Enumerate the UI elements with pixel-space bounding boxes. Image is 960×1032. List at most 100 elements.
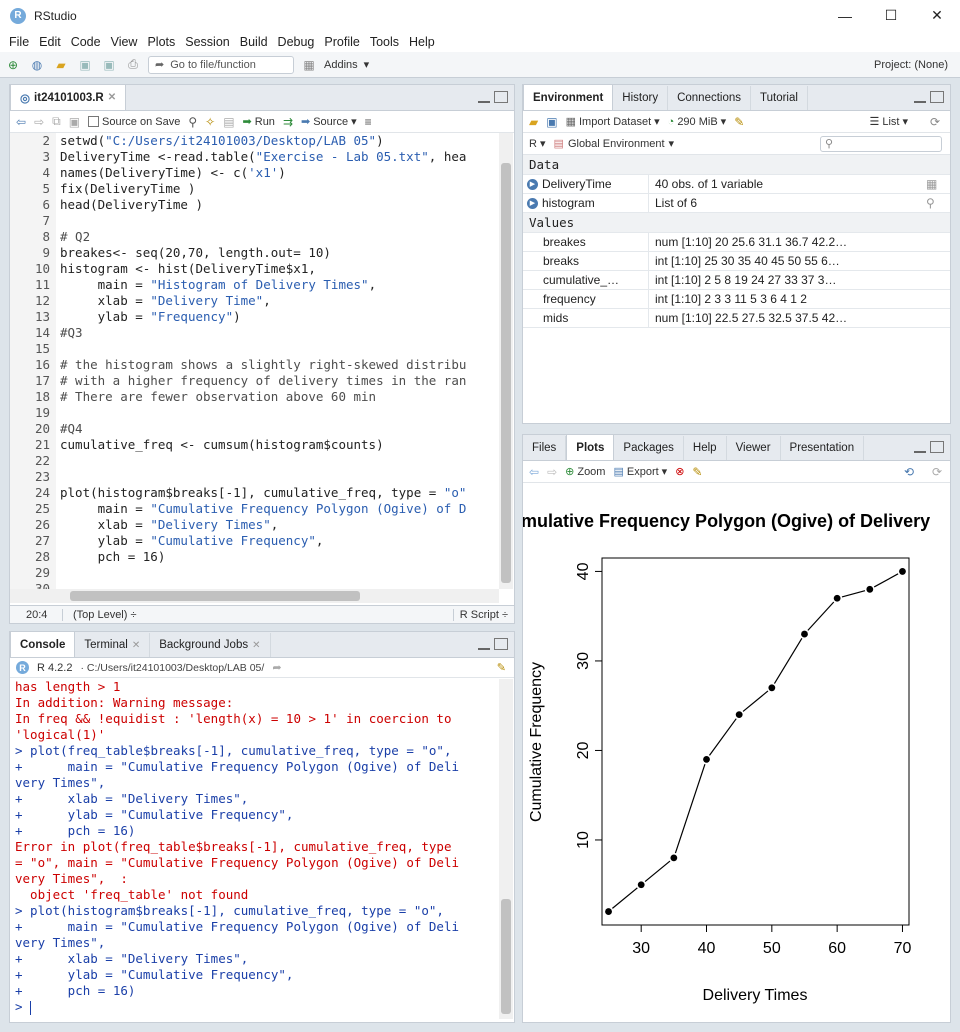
tab-terminal[interactable]: Terminal ✕ xyxy=(75,633,151,657)
goto-directory-icon[interactable]: ➦ xyxy=(272,662,282,674)
tab-packages[interactable]: Packages xyxy=(614,436,684,460)
minimize-env-icon[interactable] xyxy=(914,98,926,103)
expand-arrow-icon[interactable]: ▶ xyxy=(527,178,538,190)
refresh-icon[interactable]: ⟳ xyxy=(929,114,940,129)
maximize-button[interactable]: ☐ xyxy=(884,7,898,23)
minimize-console-icon[interactable] xyxy=(478,645,490,650)
rerun-icon[interactable]: ⇉ xyxy=(282,114,293,129)
maximize-console-icon[interactable] xyxy=(494,638,508,650)
env-value-row[interactable]: breakes num [1:10] 20 25.6 31.1 36.7 42.2… xyxy=(523,232,950,252)
tab-tutorial[interactable]: Tutorial xyxy=(751,86,808,110)
magnify-icon[interactable]: ⚲ xyxy=(926,196,935,210)
source-button[interactable]: ➡ Source ▾ xyxy=(301,115,357,129)
search-icon[interactable]: ⚲ xyxy=(188,114,198,129)
table-view-icon[interactable]: ▦ xyxy=(926,177,938,191)
refresh-plot-icon[interactable]: ⟳ xyxy=(931,464,942,479)
minimize-plots-icon[interactable] xyxy=(914,448,926,453)
maximize-pane-icon[interactable] xyxy=(494,91,508,103)
editor-scroll-thumb[interactable] xyxy=(501,163,511,583)
menu-item-debug[interactable]: Debug xyxy=(277,34,315,49)
publish-icon[interactable]: ⟲ xyxy=(903,464,914,479)
clear-console-icon[interactable]: ✎ xyxy=(496,662,506,674)
menu-item-build[interactable]: Build xyxy=(239,34,268,49)
goto-file-input[interactable]: ➦ Go to file/function xyxy=(148,55,294,74)
tab-environment[interactable]: Environment xyxy=(523,84,614,110)
env-value-row[interactable]: cumulative_… int [1:10] 2 5 8 19 24 27 33… xyxy=(523,270,950,290)
close-terminal-icon[interactable]: ✕ xyxy=(131,639,141,651)
minimize-pane-icon[interactable] xyxy=(478,98,490,103)
show-in-window-icon[interactable]: ⧉ xyxy=(52,114,61,128)
next-plot-icon[interactable]: ⇨ xyxy=(547,464,558,479)
load-workspace-icon[interactable]: ▰ xyxy=(529,114,539,129)
console-scroll-thumb[interactable] xyxy=(501,899,511,1014)
new-file-icon[interactable]: ⊕ xyxy=(7,57,19,72)
import-dataset-button[interactable]: ▦ Import Dataset ▾ xyxy=(566,115,660,129)
source-on-save-checkbox[interactable]: Source on Save xyxy=(88,116,180,128)
tab-connections[interactable]: Connections xyxy=(668,86,752,110)
tab-help[interactable]: Help xyxy=(684,436,727,460)
env-data-row[interactable]: ▶ DeliveryTime 40 obs. of 1 variable ▦ xyxy=(523,174,950,194)
menu-item-profile[interactable]: Profile xyxy=(324,34,360,49)
env-value-row[interactable]: breaks int [1:10] 25 30 35 40 45 50 55 6… xyxy=(523,251,950,271)
back-arrow-icon[interactable]: ⇦ xyxy=(16,114,27,129)
env-value-row[interactable]: mids num [1:10] 22.5 27.5 32.5 37.5 42… xyxy=(523,308,950,328)
save-icon[interactable]: ▣ xyxy=(79,57,91,72)
env-data-row[interactable]: ▶ histogram List of 6 ⚲ xyxy=(523,193,950,213)
maximize-plots-icon[interactable] xyxy=(930,441,944,453)
save-all-icon[interactable]: ▣ xyxy=(103,57,115,72)
editor-vertical-scrollbar[interactable] xyxy=(499,133,513,589)
menu-item-tools[interactable]: Tools xyxy=(369,34,400,49)
addins-menu[interactable]: Addins xyxy=(324,58,358,71)
tab-plots[interactable]: Plots xyxy=(566,434,615,460)
tab-script[interactable]: ◎ it24101003.R ✕ xyxy=(10,84,127,110)
menu-item-help[interactable]: Help xyxy=(409,34,435,49)
export-button[interactable]: ▤ Export ▾ xyxy=(613,465,667,479)
env-search-input[interactable]: ⚲ xyxy=(820,135,942,152)
minimize-button[interactable]: — xyxy=(838,7,852,24)
tab-presentation[interactable]: Presentation xyxy=(781,436,865,460)
previous-plot-icon[interactable]: ⇦ xyxy=(529,464,540,479)
view-mode-select[interactable]: ☰ List ▾ xyxy=(869,115,908,129)
magic-wand-icon[interactable]: ✧ xyxy=(205,114,216,129)
compile-report-icon[interactable]: ▤ xyxy=(223,114,235,129)
zoom-button[interactable]: ⊕ Zoom xyxy=(565,465,605,479)
editor-horizontal-scrollbar[interactable] xyxy=(10,589,499,603)
maximize-env-icon[interactable] xyxy=(930,91,944,103)
memory-usage[interactable]: ◔ 290 MiB ▾ xyxy=(668,115,727,129)
save-workspace-icon[interactable]: ▣ xyxy=(546,114,558,129)
tab-console[interactable]: Console xyxy=(10,631,76,657)
console-output[interactable]: has length > 1 In addition: Warning messa… xyxy=(15,679,495,1019)
clear-plots-icon[interactable]: ✎ xyxy=(692,464,703,479)
menu-item-file[interactable]: File xyxy=(9,34,30,49)
working-directory[interactable]: · C:/Users/it24101003/Desktop/LAB 05/ xyxy=(80,661,265,674)
menu-item-view[interactable]: View xyxy=(110,34,138,49)
save-file-icon[interactable]: ▣ xyxy=(68,114,81,129)
tab-background-jobs[interactable]: Background Jobs ✕ xyxy=(150,633,271,657)
run-button[interactable]: ➡ Run xyxy=(243,115,275,129)
env-value-row[interactable]: frequency int [1:10] 2 3 3 11 5 3 6 4 1 2 xyxy=(523,289,950,309)
tab-viewer[interactable]: Viewer xyxy=(727,436,781,460)
menu-item-session[interactable]: Session xyxy=(185,34,230,49)
remove-plot-icon[interactable]: ⊗ xyxy=(675,466,685,478)
code-editor[interactable]: 2 setwd("C:/Users/it24101003/Desktop/LAB … xyxy=(10,133,498,589)
close-tab-icon[interactable]: ✕ xyxy=(107,92,117,103)
tab-history[interactable]: History xyxy=(613,86,669,110)
project-menu[interactable]: Project: (None) xyxy=(874,58,948,71)
menu-item-code[interactable]: Code xyxy=(70,34,101,49)
scope-selector[interactable]: (Top Level) ÷ xyxy=(62,608,137,621)
close-button[interactable]: ✕ xyxy=(931,7,943,23)
outline-icon[interactable]: ≡ xyxy=(364,114,372,129)
open-file-icon[interactable]: ▰ xyxy=(56,57,66,72)
file-type-selector[interactable]: R Script ÷ xyxy=(452,608,508,621)
menu-item-edit[interactable]: Edit xyxy=(39,34,61,49)
console-scrollbar[interactable] xyxy=(499,679,513,1019)
language-select[interactable]: R ▾ xyxy=(529,138,546,150)
broom-icon[interactable]: ✎ xyxy=(734,114,745,129)
close-jobs-icon[interactable]: ✕ xyxy=(252,639,261,651)
grid-layout-icon[interactable]: ▦ xyxy=(303,57,315,72)
expand-arrow-icon[interactable]: ▶ xyxy=(527,197,538,209)
new-project-icon[interactable]: ◍ xyxy=(31,57,43,72)
menu-item-plots[interactable]: Plots xyxy=(147,34,176,49)
print-icon[interactable]: ⎙ xyxy=(128,57,138,71)
tab-files[interactable]: Files xyxy=(523,436,567,460)
